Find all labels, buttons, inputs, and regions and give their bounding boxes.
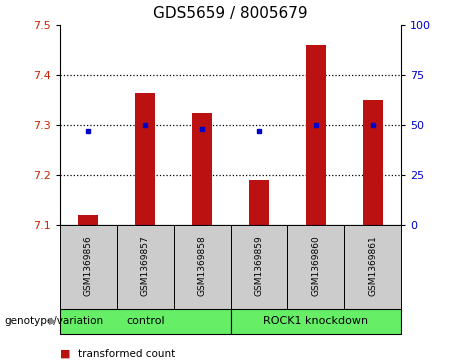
Bar xyxy=(306,45,326,225)
Text: GSM1369857: GSM1369857 xyxy=(141,235,150,295)
Bar xyxy=(230,309,401,334)
Bar xyxy=(363,100,383,225)
Text: transformed count: transformed count xyxy=(78,349,176,359)
Bar xyxy=(135,93,155,225)
Bar xyxy=(287,225,344,309)
Bar xyxy=(174,225,230,309)
Bar xyxy=(344,225,401,309)
Bar xyxy=(249,180,269,225)
Bar xyxy=(60,225,117,309)
Bar xyxy=(117,225,174,309)
Text: GSM1369861: GSM1369861 xyxy=(368,235,377,295)
Bar xyxy=(78,215,98,225)
Bar xyxy=(230,225,287,309)
Text: ▶: ▶ xyxy=(49,316,57,326)
Text: GSM1369860: GSM1369860 xyxy=(311,235,320,295)
Text: GSM1369859: GSM1369859 xyxy=(254,235,263,295)
Text: GSM1369856: GSM1369856 xyxy=(84,235,93,295)
Text: GSM1369858: GSM1369858 xyxy=(198,235,207,295)
Bar xyxy=(60,309,230,334)
Text: genotype/variation: genotype/variation xyxy=(5,316,104,326)
Text: ROCK1 knockdown: ROCK1 knockdown xyxy=(263,316,368,326)
Bar xyxy=(192,113,212,225)
Text: control: control xyxy=(126,316,165,326)
Text: ■: ■ xyxy=(60,349,71,359)
Title: GDS5659 / 8005679: GDS5659 / 8005679 xyxy=(153,7,308,21)
